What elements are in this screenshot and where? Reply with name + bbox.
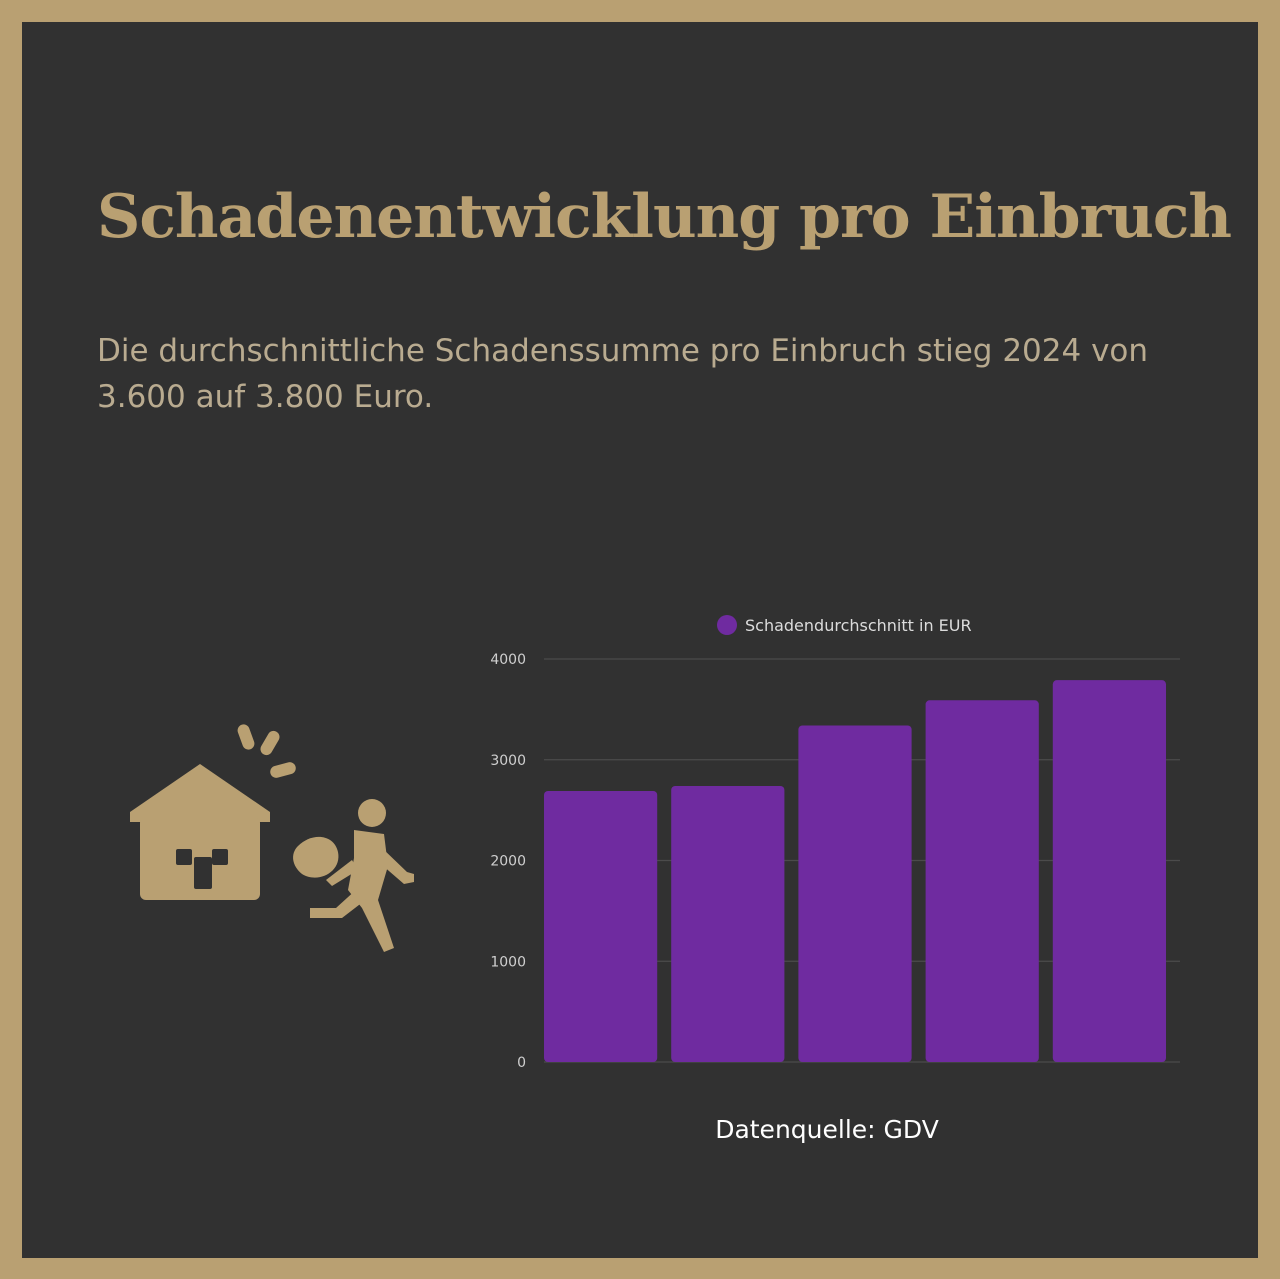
infographic-card: Schadenentwicklung pro Einbruch Die durc… (22, 22, 1258, 1258)
burglar-house-icon (130, 724, 414, 952)
page-title: Schadenentwicklung pro Einbruch (97, 182, 1232, 252)
y-tick-label: 1000 (490, 954, 526, 970)
bar-chart: 0100020003000400020202021202220232024Sch… (490, 615, 1180, 1071)
bar-2021 (671, 785, 785, 1062)
y-tick-label: 4000 (490, 652, 526, 668)
bar-2024 (1052, 680, 1167, 1062)
legend-label: Schadendurchschnitt in EUR (745, 616, 972, 635)
bar-2020 (544, 790, 658, 1062)
y-tick-label: 2000 (490, 854, 526, 870)
legend-marker (717, 615, 737, 635)
y-tick-label: 0 (517, 1055, 526, 1071)
bar-2022 (798, 725, 912, 1062)
page-subtitle: Die durchschnittliche Schadenssumme pro … (97, 333, 1149, 415)
y-tick-label: 3000 (490, 753, 526, 769)
bar-2023 (925, 700, 1039, 1062)
data-source: Datenquelle: GDV (715, 1115, 939, 1144)
